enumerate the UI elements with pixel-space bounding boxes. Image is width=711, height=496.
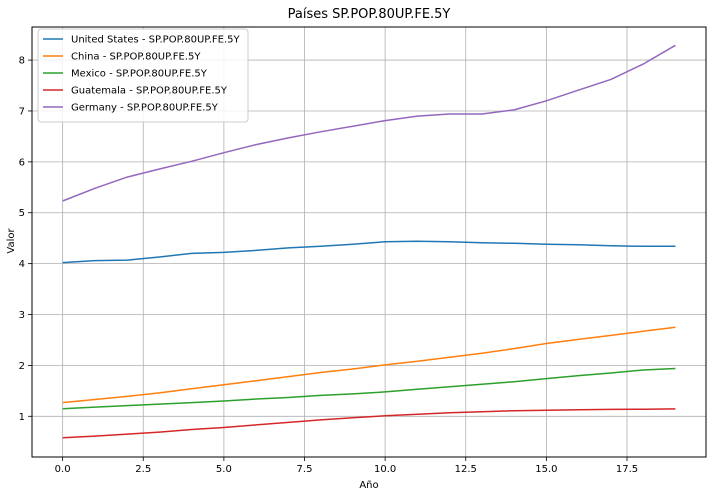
legend-label: China - SP.POP.80UP.FE.5Y [71,52,201,63]
y-tick-label: 5 [19,208,25,219]
series-line [62,240,676,264]
y-tick-label: 7 [19,106,25,117]
x-tick-label: 17.5 [616,464,638,475]
legend-label: Germany - SP.POP.80UP.FE.5Y [71,103,219,114]
legend: United States - SP.POP.80UP.FE.5Y China -… [37,28,249,123]
y-tick-label: 8 [19,56,25,67]
y-axis-label: Valor [6,228,17,254]
legend-box [37,28,249,123]
legend-label: Mexico - SP.POP.80UP.FE.5Y [71,69,208,80]
y-tick-label: 6 [19,157,25,168]
x-tick-label: 15.0 [535,464,557,475]
x-axis-ticks: 0.0 2.5 5.0 7.5 10.0 12.5 15.0 17.5 [55,457,638,475]
y-tick-label: 1 [19,412,25,423]
x-axis-label: Año [359,480,378,491]
series-line [62,408,676,439]
y-tick-label: 3 [19,310,25,321]
series-line [62,367,676,410]
legend-label: United States - SP.POP.80UP.FE.5Y [71,35,241,46]
x-tick-label: 10.0 [374,464,396,475]
x-tick-label: 0.0 [55,464,71,475]
y-tick-label: 2 [19,361,25,372]
chart-title: Países SP.POP.80UP.FE.5Y [288,7,451,22]
x-tick-label: 2.5 [135,464,151,475]
y-axis-ticks: 1 2 3 4 5 6 7 8 [19,56,32,423]
series-lines [62,44,676,439]
series-line [62,44,676,202]
legend-label: Guatemala - SP.POP.80UP.FE.5Y [71,86,228,97]
y-tick-label: 4 [19,259,25,270]
series-line [62,326,676,404]
x-tick-label: 5.0 [216,464,232,475]
plot-frame [31,26,707,458]
x-tick-label: 12.5 [455,464,477,475]
x-tick-label: 7.5 [297,464,313,475]
